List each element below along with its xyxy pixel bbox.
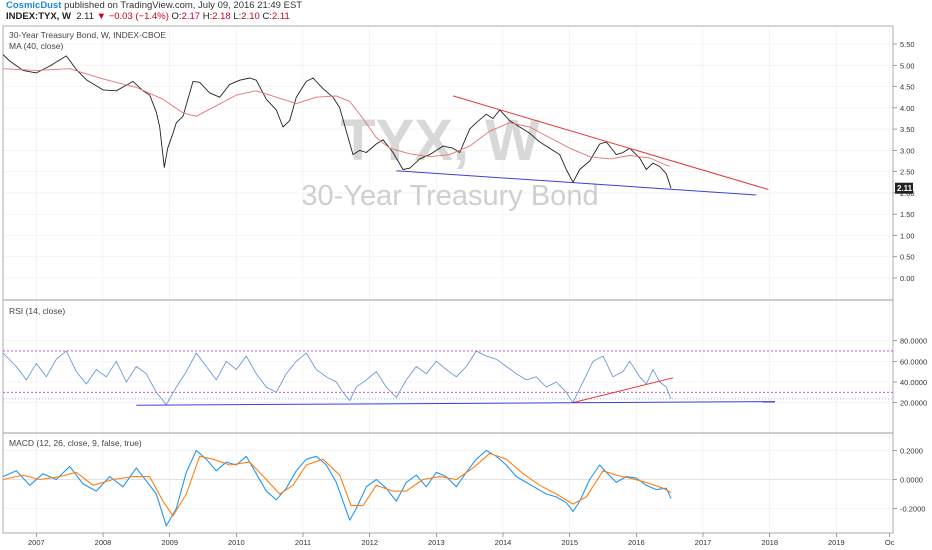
price-y-tick-label: 3.50 (900, 125, 915, 134)
close-value: 2.11 (271, 11, 290, 22)
x-tick-label: Oc (885, 538, 895, 547)
price-y-tick-label: 4.50 (900, 83, 915, 92)
macd-series-group (2, 449, 893, 527)
open-value: 2.17 (181, 11, 201, 22)
rsi-y-tick-label: 80.0000 (900, 337, 927, 346)
x-tick-label: 2018 (761, 538, 778, 547)
x-tick-label: 2007 (28, 538, 45, 547)
price-y-tick-label: 3.00 (900, 146, 915, 155)
x-tick-label: 2009 (161, 538, 178, 547)
macd-macd-line (2, 449, 672, 527)
rsi-rsi-line (2, 350, 672, 406)
x-tick-label: 2013 (428, 538, 445, 547)
rsi-y-tick-label: 20.0000 (900, 399, 927, 408)
rsi-y-tick-label: 60.0000 (900, 357, 927, 366)
x-tick-label: 2014 (495, 538, 512, 547)
publisher-line: CosmicDust published on TradingView.com,… (6, 1, 302, 11)
price-y-tick-label: 1.00 (900, 231, 915, 240)
close-label: C: (262, 11, 272, 22)
x-tick-label: 2012 (361, 538, 378, 547)
watermark-symbol: TYX, W (340, 108, 540, 173)
price-ma-line (2, 68, 670, 167)
rsi-series-group (2, 350, 893, 406)
published-info: published on TradingView.com, July 09, 2… (64, 0, 303, 11)
last-price: 2.11 (76, 11, 94, 22)
price-price-line (2, 54, 672, 189)
rsi-support-trendline (136, 401, 776, 406)
x-tick-label: 2017 (695, 538, 712, 547)
price-pane-title: 30-Year Treasury Bond, W, INDEX-CBOE (9, 30, 166, 40)
price-y-tick-label: 4.00 (900, 104, 915, 113)
macd-y-tick-label: 0.0000 (900, 476, 923, 485)
author-link[interactable]: CosmicDust (6, 0, 62, 11)
x-tick-label: 2015 (561, 538, 578, 547)
macd-y-tick-label: -0.2000 (900, 505, 925, 514)
y-axes: 5.505.004.504.003.503.002.502.001.501.00… (893, 40, 927, 514)
high-value: 2.18 (212, 11, 231, 22)
price-y-tick-label: 5.00 (900, 61, 915, 70)
open-label: O: (171, 11, 182, 22)
watermark-name: 30-Year Treasury Bond (301, 180, 598, 212)
price-y-tick-label: 0.50 (900, 253, 915, 262)
macd-pane-title: MACD (12, 26, close, 9, false, true) (9, 438, 142, 448)
price-series-group (2, 54, 769, 196)
chart-header: CosmicDust published on TradingView.com,… (0, 0, 932, 24)
price-change: −0.03 (−1.4%) (108, 11, 169, 22)
low-value: 2.10 (241, 11, 260, 22)
rsi-pane-title: RSI (14, close) (9, 306, 65, 316)
x-tick-label: 2010 (228, 538, 245, 547)
symbol-label[interactable]: INDEX:TYX, W (6, 11, 71, 22)
x-axis: 2007 2008 2009 2010 2011 2012 2013 2014 2015 2016… (28, 533, 895, 547)
low-label: L: (233, 11, 242, 22)
x-tick-label: 2011 (295, 538, 311, 547)
x-tick-label: 2016 (628, 538, 645, 547)
price-y-tick-label: 0.00 (900, 274, 915, 283)
grid (3, 26, 893, 533)
last-price-badge-bg (895, 182, 913, 194)
last-price-badge-text: 2.11 (897, 184, 913, 193)
price-y-tick-label: 2.50 (900, 168, 915, 177)
x-tick-label: 2019 (828, 538, 845, 547)
x-tick-label: 2008 (95, 538, 112, 547)
price-y-tick-label: 5.50 (900, 40, 915, 49)
down-arrow-icon: ▼ (96, 11, 107, 22)
macd-signal-line (2, 452, 672, 517)
ma-legend: MA (40, close) (9, 41, 63, 51)
high-label: H: (202, 11, 213, 22)
price-resistance-trendline (452, 95, 769, 190)
rsi-y-tick-label: 40.0000 (900, 378, 927, 387)
last-price-badge: 2.11 (895, 182, 913, 194)
price-y-tick-label: 1.50 (900, 210, 915, 219)
rsi-resistance-trendline (572, 377, 674, 404)
ohlc-line: INDEX:TYX, W 2.11 ▼ −0.03 (−1.4%) O:2.17… (6, 12, 290, 22)
price-support-trendline (396, 170, 757, 196)
macd-pane[interactable] (2, 432, 894, 534)
macd-y-tick-label: 0.2000 (900, 447, 923, 456)
